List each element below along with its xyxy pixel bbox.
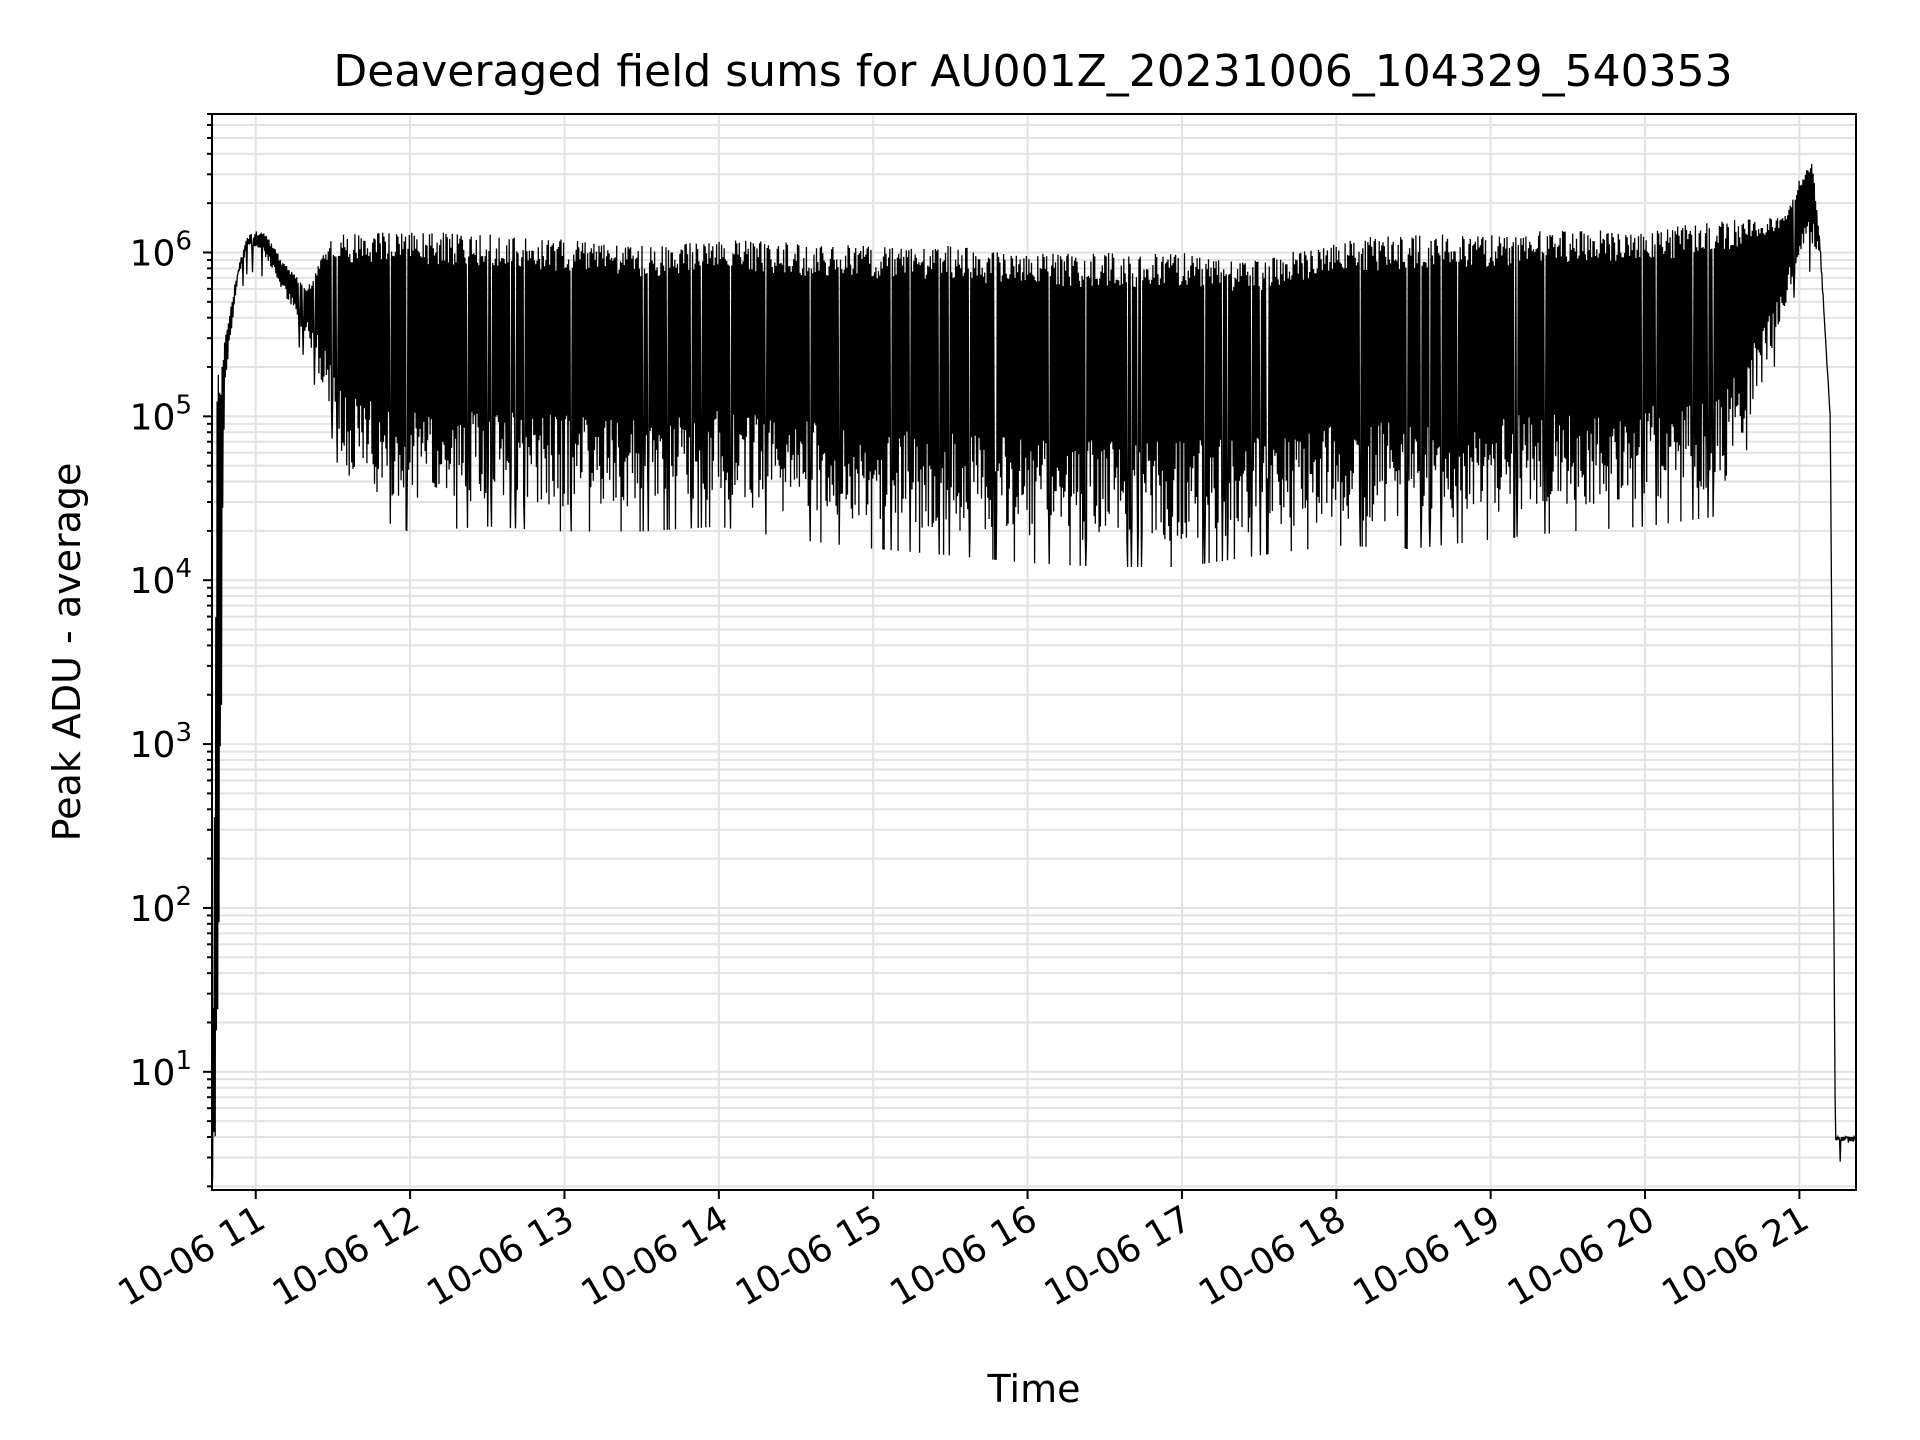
y-axis: 101 102 103 104 105 106 bbox=[130, 113, 212, 1188]
y-tick-label: 104 bbox=[130, 554, 192, 602]
x-tick-label: 10-06 19 bbox=[1346, 1198, 1507, 1314]
y-tick-label: 102 bbox=[130, 882, 192, 930]
y-tick-label: 103 bbox=[130, 718, 192, 766]
x-tick-label: 10-06 12 bbox=[266, 1198, 427, 1314]
x-tick-label: 10-06 18 bbox=[1192, 1198, 1353, 1314]
y-tick-label: 101 bbox=[130, 1046, 192, 1094]
x-tick-label: 10-06 21 bbox=[1655, 1198, 1816, 1314]
x-axis-label: Time bbox=[987, 1367, 1081, 1411]
chart-title: Deaveraged field sums for AU001Z_2023100… bbox=[333, 46, 1732, 97]
plot-area bbox=[211, 163, 1857, 1191]
x-tick-label: 10-06 15 bbox=[729, 1198, 890, 1314]
x-tick-label: 10-06 16 bbox=[883, 1198, 1044, 1314]
series-line bbox=[211, 163, 1857, 1191]
x-tick-label: 10-06 11 bbox=[112, 1198, 273, 1314]
x-tick-label: 10-06 17 bbox=[1038, 1198, 1199, 1314]
x-tick-label: 10-06 20 bbox=[1501, 1198, 1662, 1314]
plot-frame bbox=[211, 113, 1857, 1191]
x-tick-label: 10-06 13 bbox=[420, 1198, 581, 1314]
x-tick-label: 10-06 14 bbox=[575, 1198, 736, 1314]
y-axis-label: Peak ADU - average bbox=[45, 463, 89, 842]
y-tick-label: 106 bbox=[130, 226, 192, 274]
y-tick-label: 105 bbox=[130, 390, 192, 438]
